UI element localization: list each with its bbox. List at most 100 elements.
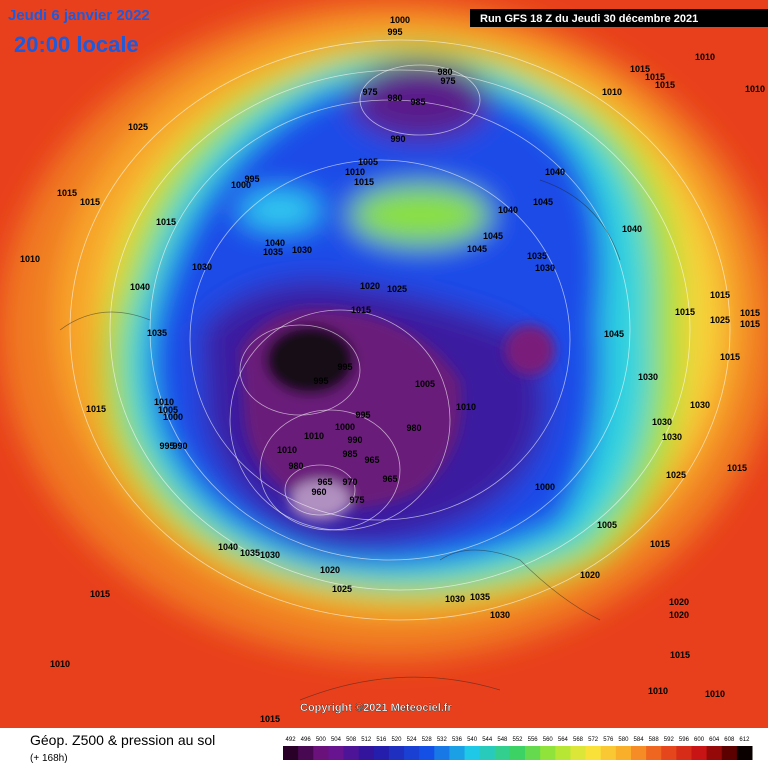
scale-cell bbox=[404, 746, 420, 760]
isobar-label: 995 bbox=[244, 174, 259, 184]
isobar-label: 1030 bbox=[192, 262, 212, 272]
isobar-label: 1035 bbox=[527, 251, 547, 261]
scale-cell bbox=[434, 746, 450, 760]
isobar-label: 1010 bbox=[695, 52, 715, 62]
isobar-label: 1015 bbox=[720, 352, 740, 362]
scale-label: 516 bbox=[376, 737, 387, 743]
scale-label: 524 bbox=[407, 737, 418, 743]
scale-label: 532 bbox=[437, 737, 448, 743]
scale-label: 520 bbox=[391, 737, 402, 743]
scale-label: 592 bbox=[664, 737, 675, 743]
isobar-label: 980 bbox=[437, 67, 452, 77]
scale-label: 504 bbox=[331, 737, 342, 743]
run-info: Run GFS 18 Z du Jeudi 30 décembre 2021 bbox=[480, 13, 698, 25]
scale-label: 596 bbox=[679, 737, 690, 743]
isobar-label: 1030 bbox=[445, 594, 465, 604]
scale-label: 588 bbox=[649, 737, 660, 743]
isobar-label: 1035 bbox=[240, 548, 260, 558]
isobar-label: 1015 bbox=[655, 80, 675, 90]
scale-cell bbox=[313, 746, 329, 760]
scale-cell bbox=[615, 746, 632, 760]
isobar-label: 1030 bbox=[652, 417, 672, 427]
isobar-label: 1040 bbox=[130, 282, 150, 292]
isobar-label: 1030 bbox=[292, 245, 312, 255]
scale-label: 564 bbox=[558, 737, 569, 743]
isobar-label: 1020 bbox=[320, 565, 340, 575]
scale-label: 508 bbox=[346, 737, 357, 743]
isobar-label: 1015 bbox=[354, 177, 374, 187]
isobar-label: 1020 bbox=[669, 597, 689, 607]
isobar-label: 1030 bbox=[662, 432, 682, 442]
isobar-label: 1010 bbox=[456, 402, 476, 412]
scale-label: 604 bbox=[709, 737, 720, 743]
map-field bbox=[0, 0, 768, 728]
scale-cell bbox=[646, 746, 662, 760]
isobar-label: 1015 bbox=[740, 308, 760, 318]
isobar-label: 1025 bbox=[666, 470, 686, 480]
scale-label: 496 bbox=[301, 737, 312, 743]
scale-label: 540 bbox=[467, 737, 478, 743]
isobar-label: 1010 bbox=[304, 431, 324, 441]
scale-label: 584 bbox=[634, 737, 645, 743]
isobar-label: 1015 bbox=[80, 197, 100, 207]
isobar-label: 990 bbox=[172, 441, 187, 451]
scale-cell bbox=[736, 746, 753, 760]
isobar-label: 1000 bbox=[163, 412, 183, 422]
isobar-label: 1040 bbox=[265, 238, 285, 248]
scale-label: 500 bbox=[316, 737, 327, 743]
isobar-label: 1030 bbox=[690, 400, 710, 410]
scale-cell bbox=[600, 746, 617, 760]
isobar-label: 1015 bbox=[740, 319, 760, 329]
scale-cell bbox=[373, 746, 390, 760]
isobar-label: 1010 bbox=[154, 397, 174, 407]
isobar-label: 965 bbox=[364, 455, 379, 465]
isobar-label: 1010 bbox=[277, 445, 297, 455]
isobar-label: 1015 bbox=[710, 290, 730, 300]
isobar-label: 1010 bbox=[602, 87, 622, 97]
isobar-label: 1025 bbox=[387, 284, 407, 294]
scale-label: 612 bbox=[739, 737, 750, 743]
isobar-label: 1040 bbox=[622, 224, 642, 234]
isobar-label: 1005 bbox=[358, 157, 378, 167]
isobar-label: 1030 bbox=[535, 263, 555, 273]
scale-cell bbox=[555, 746, 571, 760]
isobar-label: 975 bbox=[362, 87, 377, 97]
scale-label: 536 bbox=[452, 737, 463, 743]
scale-label: 548 bbox=[497, 737, 508, 743]
isobar-label: 1045 bbox=[483, 231, 503, 241]
isobar-label: 1020 bbox=[580, 570, 600, 580]
isobar-label: 980 bbox=[406, 423, 421, 433]
isobar-label: 1005 bbox=[158, 405, 178, 415]
isobar-label: 1010 bbox=[745, 84, 765, 94]
scale-label: 512 bbox=[361, 737, 372, 743]
isobar-label: 1015 bbox=[86, 404, 106, 414]
isobar-label: 960 bbox=[311, 487, 326, 497]
scale-label: 576 bbox=[603, 737, 614, 743]
isobar-label: 1030 bbox=[490, 610, 510, 620]
isobar-label: 975 bbox=[440, 76, 455, 86]
scale-cell bbox=[691, 746, 708, 760]
scale-cell bbox=[464, 746, 481, 760]
isobar-label: 1015 bbox=[630, 64, 650, 74]
scale-cell bbox=[706, 746, 723, 760]
scale-label: 544 bbox=[482, 737, 493, 743]
isobar-label: 995 bbox=[313, 376, 328, 386]
isobar-label: 1030 bbox=[638, 372, 658, 382]
isobar-label: 1010 bbox=[705, 689, 725, 699]
isobar-label: 1030 bbox=[260, 550, 280, 560]
scale-cell bbox=[509, 746, 526, 760]
scale-label: 560 bbox=[543, 737, 554, 743]
isobar-label: 1035 bbox=[263, 247, 283, 257]
isobar-label: 1015 bbox=[260, 714, 280, 724]
date: Jeudi 6 janvier 2022 bbox=[8, 7, 150, 24]
scale-label: 492 bbox=[286, 737, 297, 743]
isobar-label: 1015 bbox=[650, 539, 670, 549]
isobar-label: 1000 bbox=[535, 482, 555, 492]
scale-cell bbox=[328, 746, 345, 760]
isobar-label: 995 bbox=[337, 362, 352, 372]
isobar-label: 1010 bbox=[20, 254, 40, 264]
scale-cell bbox=[570, 746, 587, 760]
isobar-label: 1015 bbox=[645, 72, 665, 82]
scale-cell bbox=[358, 746, 375, 760]
isobar-label: 1010 bbox=[648, 686, 668, 696]
